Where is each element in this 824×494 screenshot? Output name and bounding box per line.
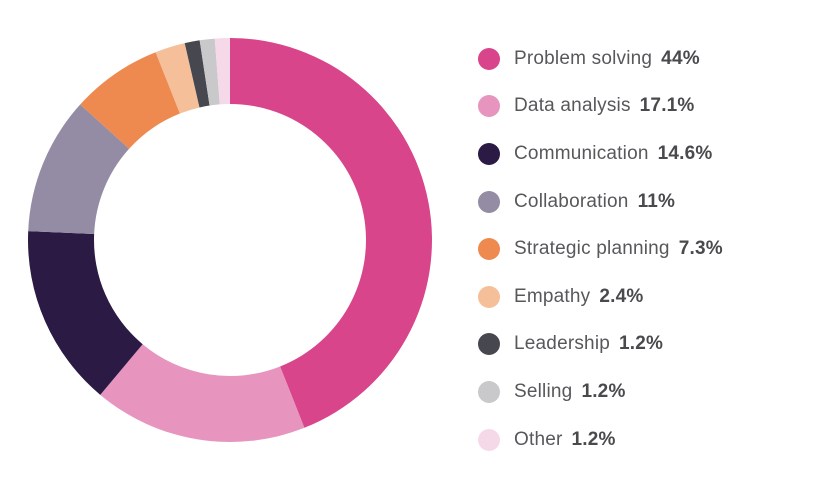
- legend-item-problem-solving: Problem solving 44%: [478, 35, 723, 83]
- donut-slice-leadership: [184, 40, 210, 108]
- legend-swatch-icon: [478, 238, 500, 261]
- legend-swatch-icon: [478, 190, 500, 213]
- legend-item-selling: Selling 1.2%: [478, 368, 723, 416]
- legend-label: Data analysis: [514, 95, 631, 117]
- donut-slice-empathy: [155, 43, 200, 114]
- donut-slice-collaboration: [28, 104, 130, 235]
- legend-item-empathy: Empathy 2.4%: [478, 273, 723, 321]
- donut-slice-data-analysis: [100, 344, 305, 442]
- legend-value: 1.2%: [571, 428, 616, 450]
- legend-label: Problem solving: [514, 47, 653, 69]
- legend-swatch-icon: [478, 47, 500, 70]
- legend-value: 11%: [637, 190, 676, 212]
- donut-chart: [28, 37, 432, 442]
- legend-value: 44%: [661, 47, 700, 69]
- legend-item-leadership: Leadership 1.2%: [478, 321, 723, 369]
- donut-slice-problem-solving: [230, 38, 432, 428]
- legend-value: 1.2%: [619, 333, 664, 355]
- legend-value: 17.1%: [639, 95, 695, 117]
- legend-item-strategic-planning: Strategic planning 7.3%: [478, 225, 723, 273]
- legend-label: Leadership: [514, 333, 611, 355]
- legend-label: Communication: [514, 142, 649, 164]
- legend-label: Collaboration: [514, 190, 629, 212]
- legend-item-collaboration: Collaboration 11%: [478, 178, 723, 226]
- legend-swatch-icon: [478, 285, 500, 308]
- chart-legend: Problem solving 44% Data analysis 17.1% …: [478, 35, 723, 463]
- donut-slice-selling: [199, 38, 220, 106]
- legend-value: 1.2%: [581, 380, 626, 402]
- donut-slice-communication: [28, 231, 143, 395]
- legend-value: 2.4%: [599, 285, 644, 307]
- legend-value: 7.3%: [678, 238, 723, 260]
- legend-label: Empathy: [514, 285, 591, 307]
- legend-swatch-icon: [478, 428, 500, 451]
- legend-item-data-analysis: Data analysis 17.1%: [478, 83, 723, 131]
- legend-label: Strategic planning: [514, 238, 670, 260]
- donut-slice-other: [214, 37, 230, 105]
- legend-label: Other: [514, 428, 563, 450]
- legend-item-other: Other 1.2%: [478, 416, 723, 464]
- donut-slice-strategic-planning: [80, 52, 180, 149]
- legend-label: Selling: [514, 380, 573, 402]
- legend-swatch-icon: [478, 95, 500, 118]
- legend-swatch-icon: [478, 380, 500, 403]
- legend-swatch-icon: [478, 333, 500, 356]
- legend-swatch-icon: [478, 142, 500, 165]
- legend-item-communication: Communication 14.6%: [478, 130, 723, 178]
- legend-value: 14.6%: [657, 142, 713, 164]
